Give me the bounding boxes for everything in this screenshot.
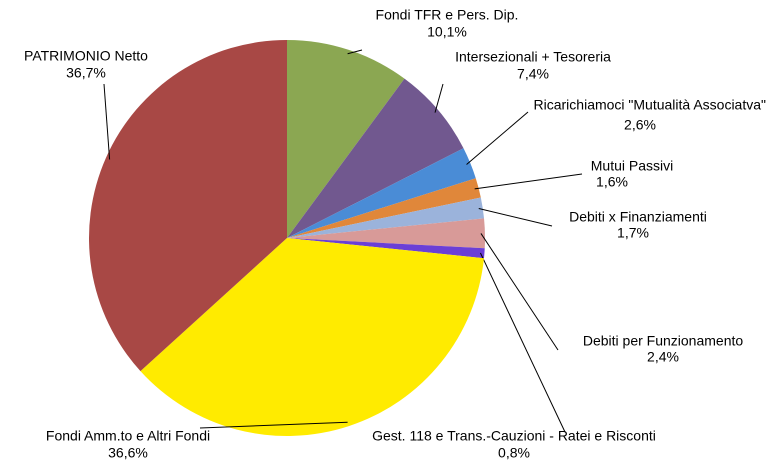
slice-label: Debiti x Finanziamenti — [569, 209, 707, 225]
leader-line — [478, 208, 553, 227]
slice-label: Gest. 118 e Trans.-Cauzioni - Ratei e Ri… — [372, 428, 656, 444]
slice-value-label: 0,8% — [498, 445, 530, 461]
slice-label: Ricarichiamoci "Mutualità Associatva" — [534, 97, 767, 113]
pie-slice — [287, 238, 485, 259]
slice-value-label: 1,7% — [617, 225, 649, 241]
leader-line — [479, 252, 566, 433]
slice-value-label: 36,7% — [66, 65, 106, 81]
pie-slice — [88, 39, 287, 372]
slice-label: PATRIMONIO Netto — [24, 48, 148, 64]
slice-value-label: 36,6% — [108, 445, 148, 461]
pie-slice — [140, 238, 484, 436]
pie-slice — [287, 197, 485, 238]
pie-slice — [287, 148, 476, 238]
leader-line — [347, 49, 363, 55]
slice-value-label: 2,4% — [647, 349, 679, 365]
leader-line — [466, 111, 529, 165]
slice-value-label: 10,1% — [427, 24, 467, 40]
slice-value-label: 1,6% — [596, 174, 628, 190]
slice-value-label: 2,6% — [624, 117, 656, 133]
leader-line — [480, 233, 559, 351]
slice-label: Intersezionali + Tesoreria — [455, 49, 611, 65]
leader-line — [103, 83, 111, 160]
slice-label: Debiti per Funzionamento — [583, 333, 744, 349]
slice-label: Fondi TFR e Pers. Dip. — [376, 7, 519, 23]
slice-label: Mutui Passivi — [591, 158, 673, 174]
pie-slice — [287, 178, 481, 238]
slice-value-label: 7,4% — [517, 66, 549, 82]
leader-line — [434, 83, 444, 113]
pie-slice — [287, 78, 464, 238]
slice-label: Fondi Amm.to e Altri Fondi — [46, 428, 210, 444]
pie-slice — [287, 40, 405, 238]
pie-slice — [287, 218, 485, 249]
leader-line — [199, 421, 348, 429]
leader-line — [474, 173, 583, 190]
